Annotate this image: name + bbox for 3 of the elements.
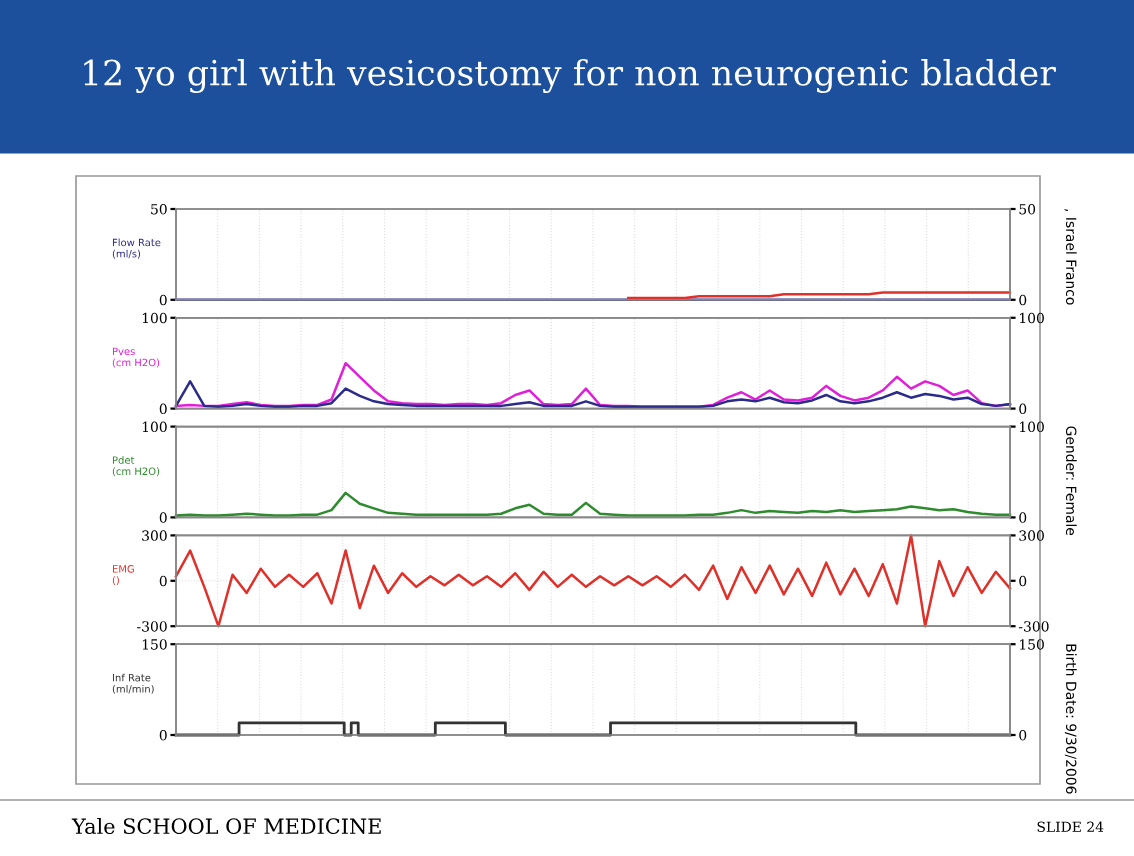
text: Yale SCHOOL OF MEDICINE (71, 817, 381, 835)
line-series (174, 534, 1012, 628)
chart-title: 12 yo girl with vesicostomy for non neurogenic bladder (84, 58, 1056, 94)
